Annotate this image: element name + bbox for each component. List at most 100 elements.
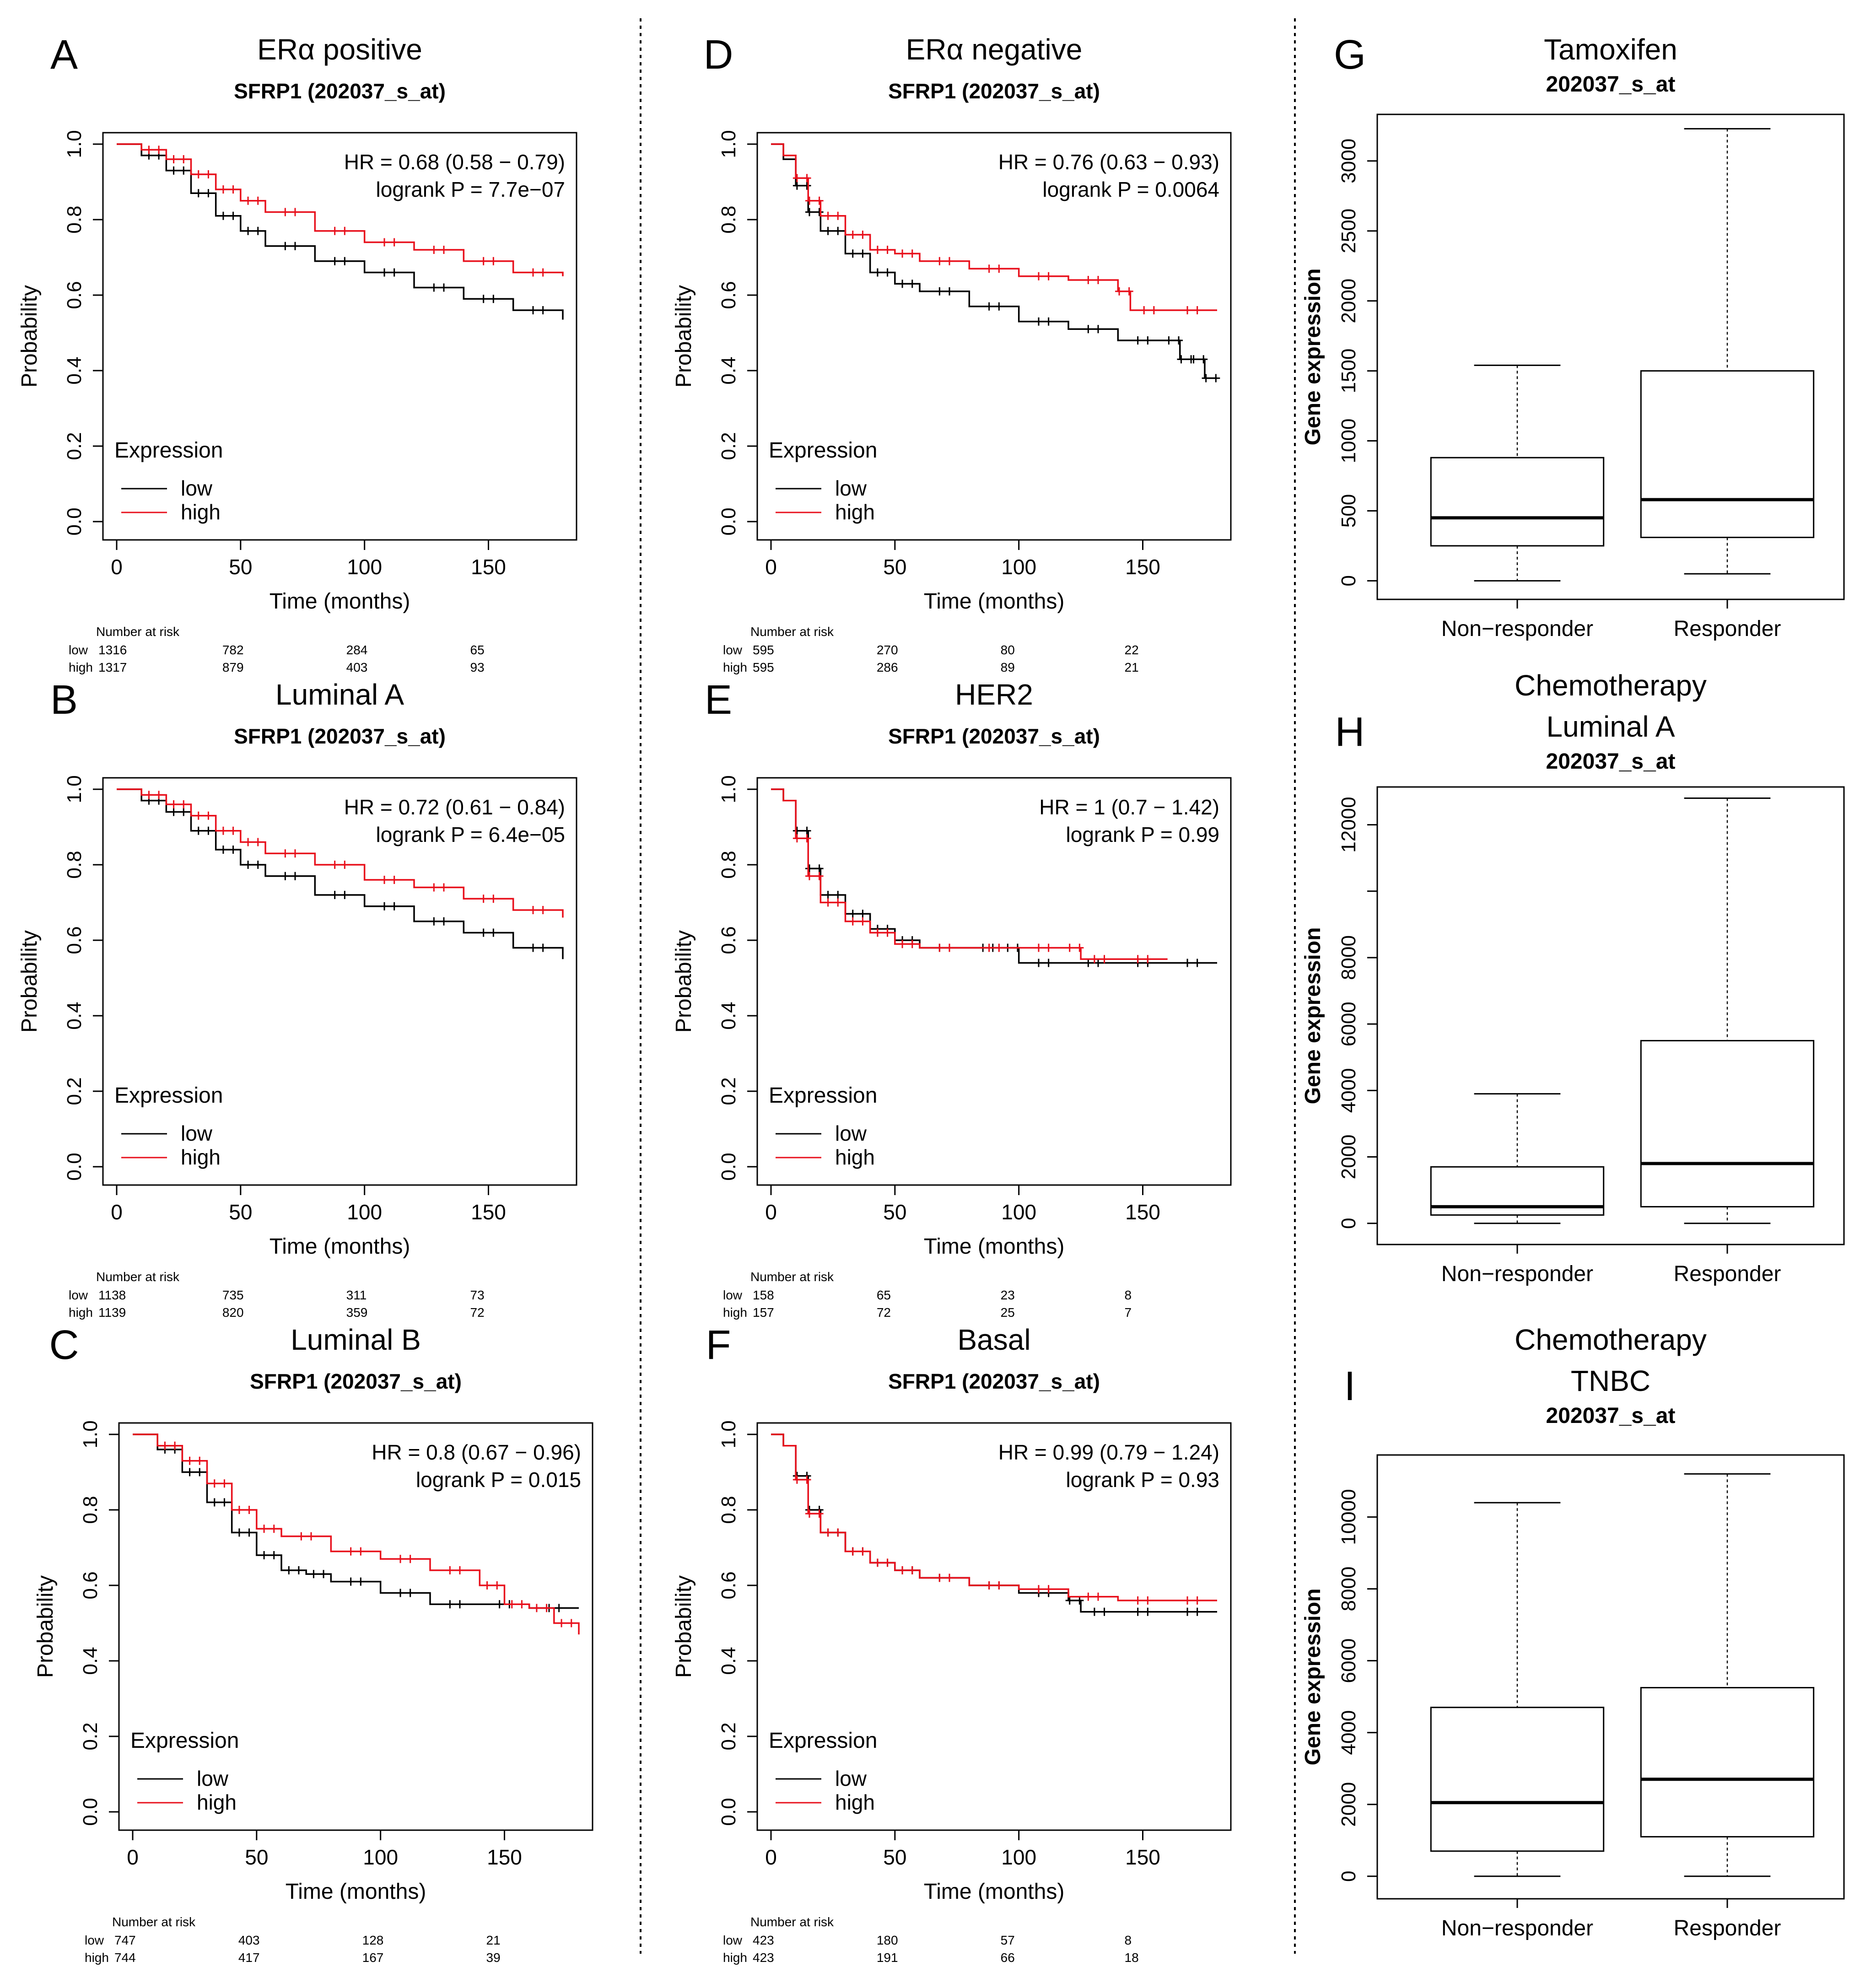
censor-mark-low (169, 166, 178, 175)
x-tick-label: 150 (471, 555, 506, 579)
censor-mark-high (440, 246, 448, 254)
x-tick-label: 100 (1001, 1845, 1036, 1869)
y-tick-label: 2000 (1337, 1135, 1360, 1180)
censor-mark-high (430, 246, 438, 254)
y-tick-label: 1.0 (79, 1420, 102, 1448)
panel-subtitle: SFRP1 (202037_s_at) (234, 724, 446, 748)
legend-title: Expression (114, 1083, 223, 1108)
risk-table-title: Number at risk (112, 1915, 196, 1929)
censor-mark-low (219, 211, 227, 220)
x-tick-label: 50 (883, 1845, 906, 1869)
y-tick-label: 8000 (1337, 935, 1360, 980)
x-axis-label: Time (months) (270, 589, 410, 614)
censor-mark-high (1075, 943, 1084, 952)
censor-mark-low (390, 268, 399, 277)
censor-mark-high (346, 1547, 355, 1556)
censor-mark-low (380, 902, 388, 911)
km-curve-low (133, 1433, 579, 1609)
y-tick-label: 0.8 (717, 851, 740, 878)
panel-title: Tamoxifen (1544, 33, 1677, 66)
risk-table-title: Number at risk (96, 625, 180, 639)
risk-count-high: 89 (1001, 660, 1015, 674)
censor-mark-high (815, 872, 824, 880)
risk-count-low: 128 (362, 1933, 384, 1947)
y-axis-label: Probability (33, 1575, 58, 1678)
censor-mark-low (1199, 355, 1208, 364)
risk-row-label-low: low (723, 1288, 743, 1302)
censor-mark-high (883, 928, 892, 937)
y-tick-label: 0 (1337, 1871, 1360, 1882)
censor-mark-high (805, 872, 814, 880)
panel-subtitle: SFRP1 (202037_s_at) (234, 79, 446, 103)
logrank-p: logrank P = 7.7e−07 (376, 178, 565, 201)
risk-count-low: 8 (1125, 1288, 1132, 1302)
censor-mark-low (309, 1570, 318, 1579)
hazard-ratio: HR = 0.8 (0.67 − 0.96) (372, 1440, 581, 1464)
y-axis-label: Gene expression (1301, 269, 1325, 446)
censor-mark-high (145, 145, 153, 154)
x-tick-label: 100 (347, 1200, 382, 1224)
censor-mark-low (346, 1577, 355, 1586)
censor-mark-low (985, 302, 993, 311)
censor-mark-high (179, 155, 188, 163)
y-axis-label: Probability (17, 930, 42, 1033)
risk-count-high: 423 (753, 1950, 774, 1965)
censor-mark-low (824, 891, 832, 899)
censor-mark-low (229, 211, 237, 220)
panel-letter: I (1344, 1363, 1355, 1409)
censor-mark-high (270, 1525, 278, 1533)
censor-mark-low (430, 283, 438, 292)
y-tick-label: 0.4 (79, 1647, 102, 1675)
censor-mark-high (848, 917, 857, 926)
censor-mark-high (244, 196, 253, 205)
censor-mark-high (297, 1532, 306, 1541)
risk-row-label-low: low (723, 1933, 743, 1947)
censor-mark-high (155, 791, 163, 799)
y-tick-label: 6000 (1337, 1638, 1360, 1683)
censor-mark-low (555, 1604, 563, 1612)
y-tick-label: 4000 (1337, 1710, 1360, 1755)
y-tick-label: 0.0 (63, 507, 86, 535)
censor-mark-high (1143, 955, 1152, 964)
censor-mark-low (1065, 1596, 1074, 1605)
censor-mark-low (1094, 959, 1102, 967)
censor-mark-high (446, 1566, 454, 1574)
y-tick-label: 0.4 (63, 1002, 86, 1029)
censor-mark-low (935, 287, 944, 296)
censor-mark-low (440, 283, 448, 292)
risk-count-high: 25 (1001, 1305, 1015, 1320)
censor-mark-low (1202, 374, 1210, 383)
censor-mark-high (539, 268, 547, 277)
censor-mark-high (479, 257, 488, 265)
legend-label-low: low (835, 1767, 867, 1790)
risk-table-title: Number at risk (750, 1915, 834, 1929)
panel-subtitle: 202037_s_at (1546, 749, 1676, 774)
y-axis-label: Probability (672, 285, 696, 388)
censor-mark-low (210, 1498, 219, 1507)
risk-count-low: 65 (877, 1288, 891, 1302)
censor-mark-low (406, 1589, 415, 1597)
censor-mark-high (858, 917, 867, 926)
risk-count-low: 270 (877, 643, 898, 657)
censor-mark-high (356, 1547, 365, 1556)
y-tick-label: 12000 (1337, 797, 1360, 852)
censor-mark-low (194, 826, 203, 835)
risk-count-high: 72 (470, 1305, 485, 1320)
censor-mark-high (1193, 306, 1202, 314)
censor-mark-high (1125, 287, 1133, 296)
y-axis-label: Gene expression (1301, 927, 1325, 1105)
risk-count-high: 1139 (98, 1305, 126, 1320)
y-tick-label: 0.2 (717, 432, 740, 460)
risk-count-high: 93 (470, 660, 485, 674)
censor-mark-high (792, 834, 801, 843)
censor-mark-low (792, 826, 801, 835)
censor-mark-low (792, 181, 801, 190)
censor-mark-high (898, 940, 907, 948)
censor-mark-high (1094, 1592, 1102, 1601)
hazard-ratio: HR = 0.76 (0.63 − 0.93) (998, 150, 1219, 174)
x-tick-label: 100 (1001, 555, 1036, 579)
censor-mark-high (873, 1558, 882, 1567)
censor-mark-low (1193, 959, 1202, 967)
y-tick-label: 0.6 (79, 1571, 102, 1599)
